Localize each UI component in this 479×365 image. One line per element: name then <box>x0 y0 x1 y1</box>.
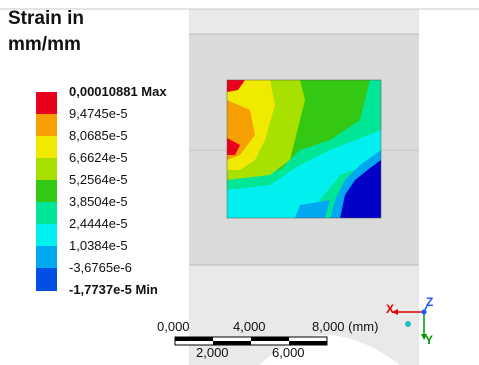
legend-swatch <box>36 246 57 269</box>
legend-title: Strain in mm/mm <box>8 6 84 58</box>
triad-origin <box>421 309 427 315</box>
triad-x-label: X <box>386 302 395 316</box>
triad-iso-ball <box>405 321 411 327</box>
scalebar-label-6000: 6,000 <box>272 345 305 360</box>
triad-y-label: Y <box>425 333 434 347</box>
legend-swatch <box>36 268 57 291</box>
legend-swatch <box>36 224 57 247</box>
legend-tick-label: 1,0384e-5 <box>69 238 128 253</box>
legend-tick-label: 6,6624e-5 <box>69 150 128 165</box>
legend-title-line1: Strain in <box>8 8 85 29</box>
legend-tick-label: -3,6765e-6 <box>69 260 132 275</box>
legend-tick-label: 9,4745e-5 <box>69 106 128 121</box>
scalebar-label-8000: 8,000 (mm) <box>312 319 379 334</box>
legend-tick-label: 8,0685e-5 <box>69 128 128 143</box>
legend-tick-label: 5,2564e-5 <box>69 172 128 187</box>
legend-swatch <box>36 158 57 181</box>
scalebar-label-4000: 4,000 <box>233 319 266 334</box>
x-axis-arrow <box>392 309 398 315</box>
legend-tick-label: 3,8504e-5 <box>69 194 128 209</box>
scalebar-label-2000: 2,000 <box>196 345 229 360</box>
legend-swatch <box>36 114 57 137</box>
legend-swatch <box>36 180 57 203</box>
legend-swatch <box>36 136 57 159</box>
legend-swatch <box>36 202 57 225</box>
y-axis-arrow <box>421 334 427 340</box>
legend-title-line2: mm/mm <box>8 34 81 55</box>
triad-z-label: Z <box>426 295 434 309</box>
legend-swatch <box>36 92 57 115</box>
legend-min-label: -1,7737e-5 Min <box>69 282 158 297</box>
legend-max-label: 0,00010881 Max <box>69 84 167 99</box>
legend-tick-label: 2,4444e-5 <box>69 216 128 231</box>
scalebar-label-0: 0,000 <box>157 319 190 334</box>
